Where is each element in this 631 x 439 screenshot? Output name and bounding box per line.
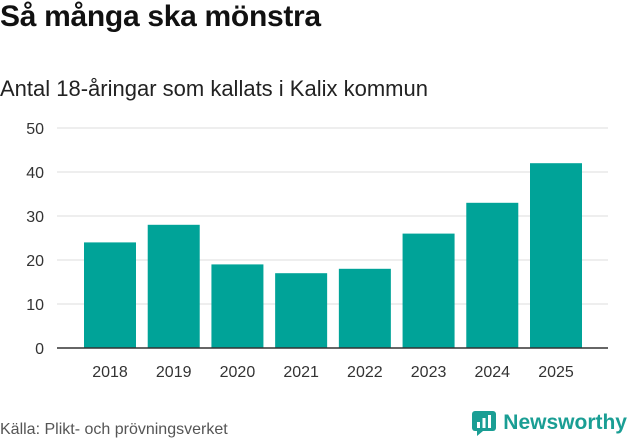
y-tick-label: 20 xyxy=(26,253,44,270)
y-tick-label: 0 xyxy=(35,341,44,358)
y-tick-label: 40 xyxy=(26,165,44,182)
bar-2022 xyxy=(338,268,391,348)
x-tick-label: 2024 xyxy=(474,364,510,381)
bar-chart: 0 10 20 30 40 50 2018 2019 2020 2021 2022 2023 2024… xyxy=(26,121,608,381)
x-tick-label: 2023 xyxy=(411,364,447,381)
source-note: Källa: Plikt- och prövningsverket xyxy=(0,421,228,438)
gridlines xyxy=(57,127,608,305)
x-tick-label: 2019 xyxy=(156,364,192,381)
brand-logo: Newsworthy xyxy=(471,410,627,436)
x-tick-label: 2018 xyxy=(92,364,128,381)
y-tick-label: 10 xyxy=(26,297,44,314)
bar-2021 xyxy=(275,273,328,348)
bar-2020 xyxy=(211,264,264,348)
bar-2018 xyxy=(84,242,136,348)
y-tick-label: 30 xyxy=(26,209,44,226)
x-axis-ticks: 2018 2019 2020 2021 2022 2023 2024 2025 xyxy=(92,364,574,381)
bar-2024 xyxy=(466,202,519,348)
y-axis-ticks: 0 10 20 30 40 50 xyxy=(26,121,44,358)
x-tick-label: 2025 xyxy=(538,364,574,381)
bar-2019 xyxy=(147,224,200,348)
chart-title: Så många ska mönstra xyxy=(0,0,321,33)
chart-logo-icon xyxy=(472,411,497,436)
x-tick-label: 2021 xyxy=(283,364,319,381)
bar-2025 xyxy=(530,163,582,348)
brand-name: Newsworthy xyxy=(503,411,627,434)
x-tick-label: 2022 xyxy=(347,364,383,381)
bars xyxy=(84,163,582,348)
y-tick-label: 50 xyxy=(26,121,44,138)
x-tick-label: 2020 xyxy=(220,364,256,381)
chart-subtitle: Antal 18-åringar som kallats i Kalix kom… xyxy=(0,76,428,101)
bar-2023 xyxy=(402,233,455,348)
